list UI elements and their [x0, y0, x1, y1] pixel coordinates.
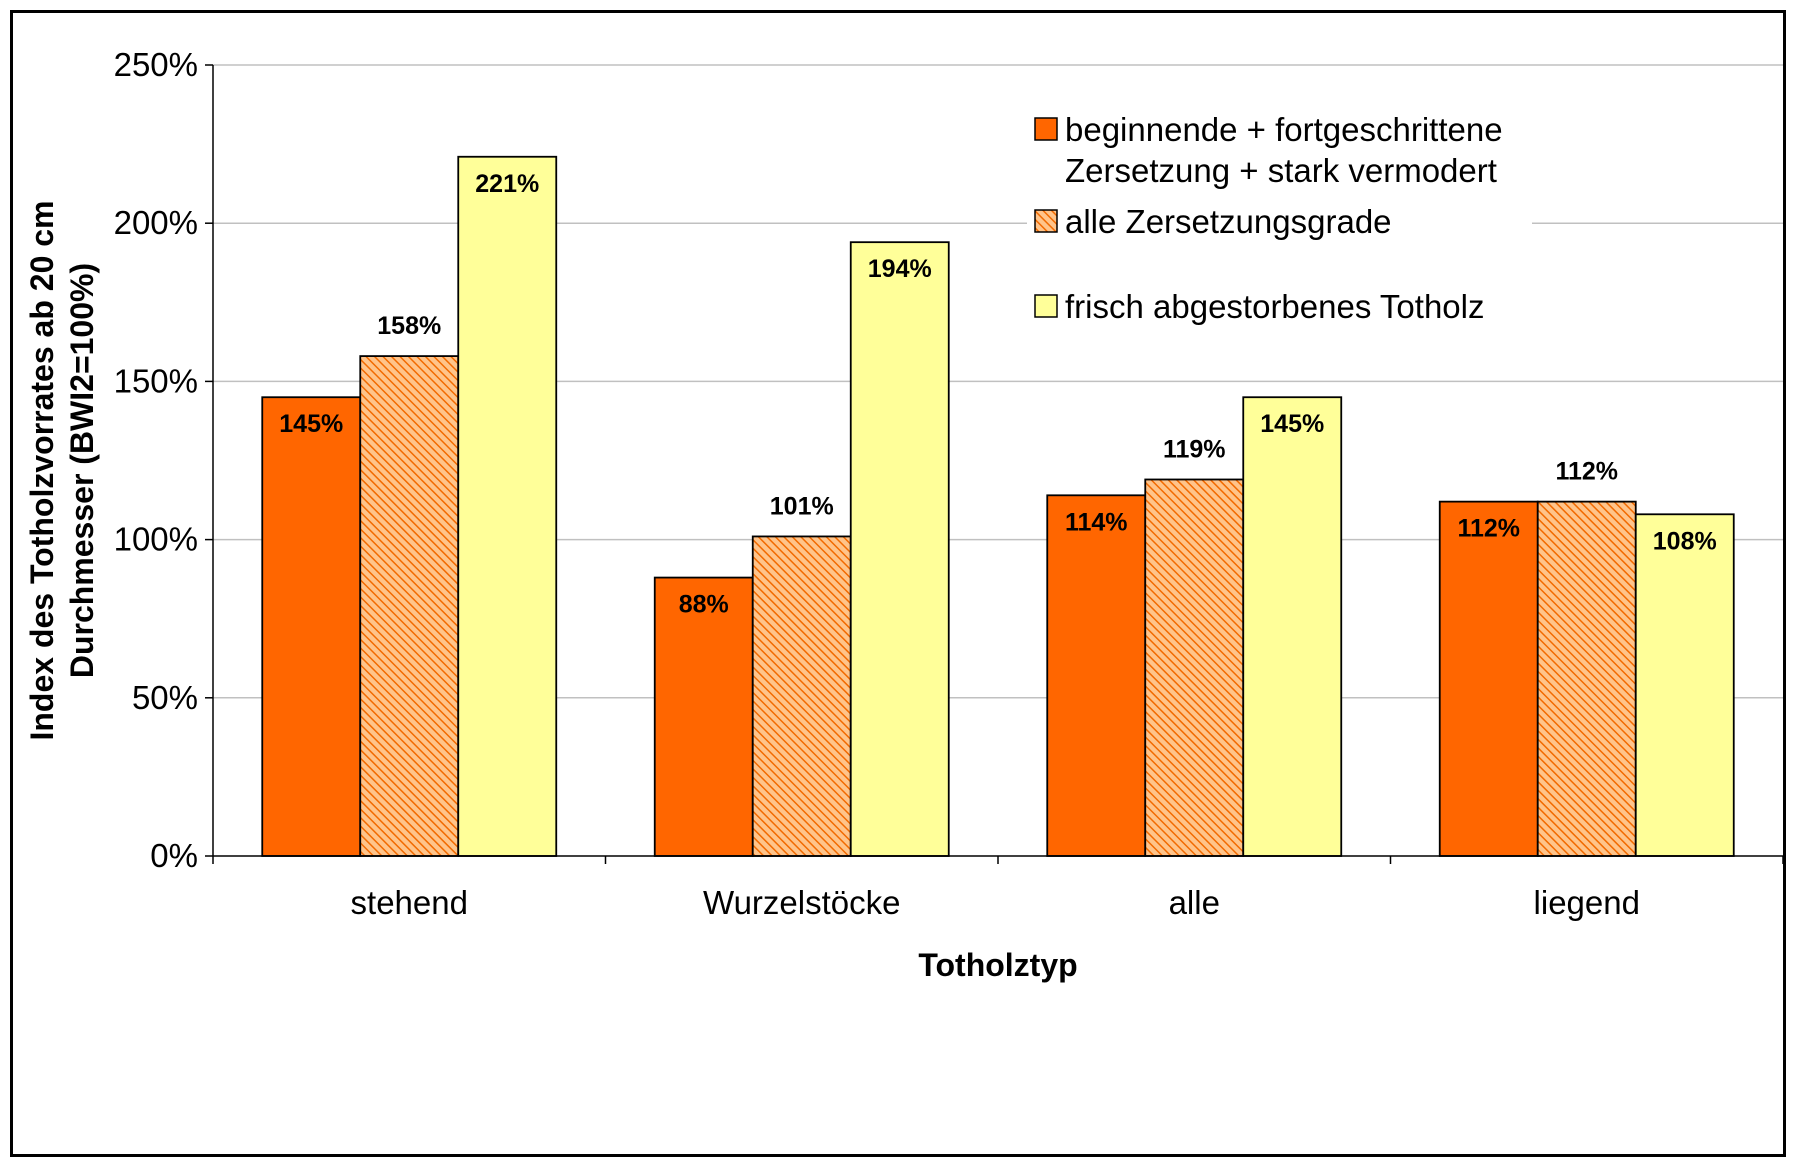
x-category-label: Wurzelstöcke: [703, 884, 900, 921]
data-label: 119%: [1163, 435, 1226, 463]
data-label: 88%: [679, 591, 729, 619]
data-label: 194%: [868, 255, 932, 283]
bar: [1634, 513, 1735, 857]
bar: [653, 576, 754, 857]
data-label: 112%: [1457, 515, 1520, 543]
bar: [1144, 478, 1245, 857]
legend-label: beginnende + fortgeschrittene: [1065, 111, 1503, 148]
data-label: 108%: [1653, 527, 1717, 555]
legend: beginnende + fortgeschrittene Zersetzung …: [1027, 98, 1532, 330]
y-tick-label: 0%: [150, 837, 198, 874]
y-tick-label: 150%: [114, 362, 198, 399]
data-labels: 145% 158% 221% 88% 101% 194% 114% 119% 145% 112% 1…: [279, 170, 1716, 619]
y-tick-label: 250%: [114, 46, 198, 83]
bar: [1242, 396, 1343, 857]
legend-label: alle Zersetzungsgrade: [1065, 203, 1392, 240]
bar: [849, 241, 950, 857]
data-label: 158%: [377, 312, 441, 340]
bar: [261, 396, 362, 857]
legend-swatch: [1034, 294, 1058, 318]
data-label: 114%: [1065, 508, 1128, 536]
axes: 0% 50% 100% 150% 200% 250% stehend Wurzelstöcke…: [114, 46, 1784, 921]
x-category-label: stehend: [351, 884, 468, 921]
y-axis-title-line-2: Durchmesser (BWI2=100%): [64, 263, 100, 678]
legend-label: Zersetzung + stark vermodert: [1065, 152, 1497, 189]
y-tick-label: 50%: [132, 679, 198, 716]
legend-label: frisch abgestorbenes Totholz: [1065, 288, 1484, 325]
bar-chart: 0% 50% 100% 150% 200% 250% stehend Wurzelstöcke…: [24, 46, 1784, 983]
data-label: 145%: [1260, 410, 1324, 438]
legend-swatch: [1034, 117, 1058, 141]
y-tick-label: 200%: [114, 204, 198, 241]
legend-swatch: [1034, 209, 1058, 233]
data-label: 101%: [770, 492, 834, 520]
x-category-label: alle: [1169, 884, 1220, 921]
x-category-label: liegend: [1534, 884, 1640, 921]
bars: [261, 155, 1735, 857]
x-axis-title: Totholztyp: [918, 947, 1077, 983]
bar: [1438, 500, 1539, 857]
y-axis-title-line-1: Index des Totholzvorrates ab 20 cm: [24, 200, 60, 740]
bar: [1046, 494, 1147, 857]
bar: [1536, 500, 1637, 857]
bar: [457, 155, 558, 857]
y-tick-label: 100%: [114, 521, 198, 558]
bar: [751, 535, 852, 857]
bar: [359, 355, 460, 857]
chart-frame: 0% 50% 100% 150% 200% 250% stehend Wurzelstöcke…: [10, 10, 1786, 1157]
data-label: 145%: [279, 410, 343, 438]
data-label: 221%: [475, 170, 539, 198]
legend-background: [1027, 98, 1532, 330]
data-label: 112%: [1555, 458, 1618, 486]
